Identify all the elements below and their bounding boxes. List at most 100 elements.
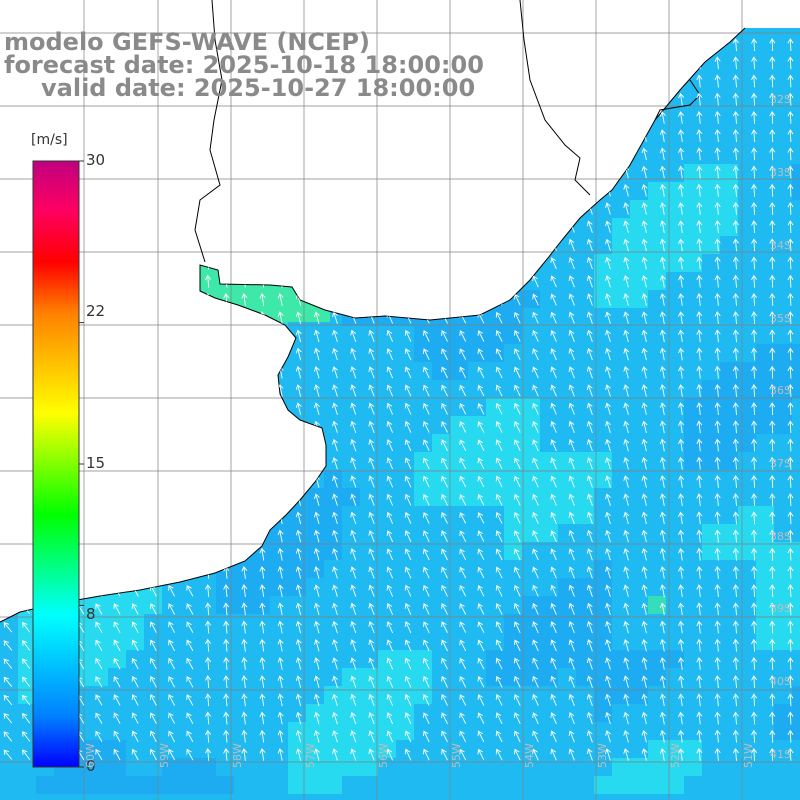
wind-arrow <box>641 384 648 397</box>
wind-arrow <box>605 402 611 415</box>
wind-arrow <box>751 256 758 270</box>
wind-arrow <box>659 456 666 470</box>
wind-arrow <box>295 693 302 707</box>
wind-arrow <box>586 366 593 379</box>
wind-arrow <box>422 748 430 761</box>
wind-arrow <box>605 438 611 452</box>
wind-speed-cell <box>702 380 720 398</box>
wind-arrow <box>131 639 139 652</box>
wind-speed-cell <box>288 758 306 776</box>
wind-arrow <box>441 348 448 361</box>
wind-arrow <box>295 329 302 343</box>
wind-arrow <box>696 456 703 470</box>
wind-arrow <box>659 693 666 707</box>
wind-speed-cell <box>630 686 648 704</box>
wind-arrow <box>769 402 776 416</box>
wind-arrow <box>495 621 503 634</box>
wind-speed-cell <box>414 650 432 668</box>
wind-arrow <box>623 475 630 488</box>
wind-arrow <box>659 365 666 379</box>
wind-arrow <box>422 512 430 524</box>
wind-speed-cell <box>522 488 540 506</box>
wind-speed-cell <box>630 290 648 308</box>
wind-arrow <box>404 511 412 524</box>
wind-arrow <box>513 439 521 451</box>
wind-speed-cell <box>432 452 450 470</box>
wind-speed-cell <box>324 722 342 740</box>
wind-arrow <box>404 566 412 579</box>
wind-arrow <box>131 748 139 761</box>
wind-speed-cell <box>90 668 108 686</box>
wind-speed-cell <box>576 632 594 650</box>
wind-speed-cell <box>576 578 594 596</box>
wind-arrow <box>769 584 776 598</box>
wind-arrow <box>277 693 284 707</box>
wind-speed-cell <box>558 506 576 524</box>
wind-arrow <box>605 475 611 488</box>
wind-arrow <box>641 529 648 543</box>
wind-arrow <box>732 656 739 670</box>
wind-speed-cell <box>774 596 792 614</box>
wind-arrow <box>368 748 375 761</box>
wind-arrow <box>787 711 794 725</box>
wind-arrow <box>477 330 485 342</box>
wind-speed-cell <box>522 398 540 416</box>
wind-arrow <box>22 676 31 688</box>
wind-speed-cell <box>558 470 576 488</box>
wind-arrow <box>350 384 357 397</box>
wind-arrow <box>568 293 575 306</box>
wind-speed-cell <box>612 236 630 254</box>
wind-arrow <box>259 638 266 652</box>
wind-speed-cell <box>702 452 720 470</box>
wind-arrow <box>313 748 320 761</box>
wind-speed-cell <box>738 398 756 416</box>
wind-arrow <box>422 639 430 652</box>
wind-arrow <box>623 220 630 233</box>
wind-arrow <box>586 493 593 506</box>
longitude-label: 51W <box>742 743 755 768</box>
wind-speed-cell <box>90 758 108 776</box>
wind-arrow <box>477 475 485 488</box>
wind-speed-cell <box>90 614 108 632</box>
wind-arrow <box>659 493 666 506</box>
wind-arrow <box>641 256 648 270</box>
wind-speed-cell <box>720 182 738 200</box>
wind-arrow <box>386 384 394 397</box>
wind-arrow <box>532 748 539 761</box>
wind-arrow <box>732 456 739 470</box>
wind-speed-cell <box>306 740 324 758</box>
wind-arrow <box>259 547 266 561</box>
wind-arrow <box>368 693 375 706</box>
wind-speed-cell <box>774 344 792 362</box>
wind-arrow <box>259 620 266 634</box>
wind-arrow <box>241 711 248 725</box>
wind-speed-cell <box>522 452 540 470</box>
wind-arrow <box>277 566 284 579</box>
wind-speed-cell <box>342 668 360 686</box>
wind-arrow <box>513 621 521 633</box>
wind-speed-cell <box>144 776 162 794</box>
wind-arrow <box>223 656 230 670</box>
wind-arrow <box>696 675 703 689</box>
wind-arrow <box>732 38 739 52</box>
wind-arrow <box>696 638 703 652</box>
wind-arrow <box>350 693 357 707</box>
wind-arrow <box>623 584 630 597</box>
wind-speed-cell <box>396 686 414 704</box>
wind-arrow <box>459 475 467 488</box>
wind-arrow <box>350 475 357 488</box>
wind-arrow <box>386 693 394 706</box>
wind-arrow <box>787 729 794 743</box>
wind-speed-cell <box>126 632 144 650</box>
wind-arrow <box>605 329 611 343</box>
wind-speed-cell <box>612 290 630 308</box>
wind-arrow <box>404 366 412 379</box>
wind-arrow <box>586 256 593 270</box>
wind-arrow <box>696 74 703 88</box>
wind-arrow <box>732 729 739 743</box>
wind-arrow <box>659 402 666 415</box>
wind-arrow <box>332 457 338 470</box>
wind-arrow <box>404 730 412 743</box>
wind-arrow <box>659 238 666 252</box>
wind-arrow <box>769 183 776 197</box>
